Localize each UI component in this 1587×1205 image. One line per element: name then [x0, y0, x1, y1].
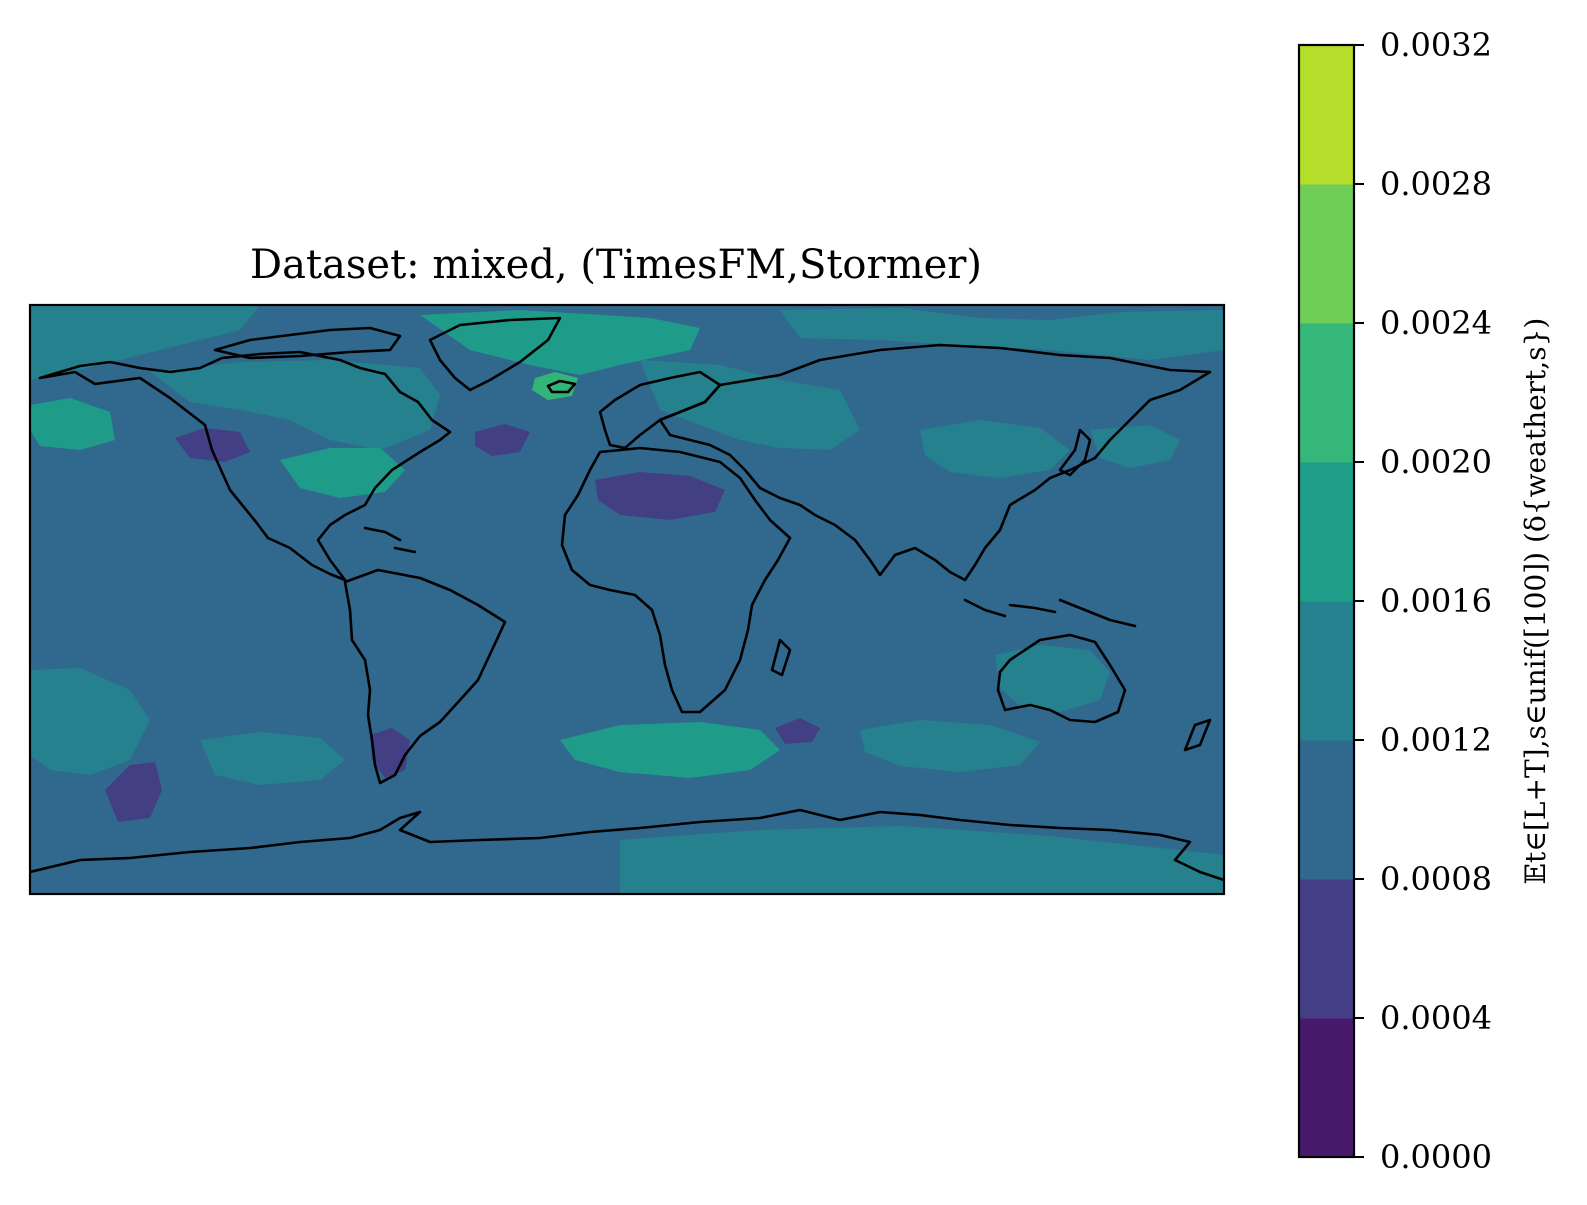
coastline-australia	[996, 633, 1127, 724]
colorbar-tick-label: 0.0020	[1380, 443, 1492, 481]
coastline-iceland	[546, 379, 577, 394]
region-russia-west	[640, 360, 860, 450]
contour-regions	[30, 305, 1224, 894]
colorbar-band	[1299, 323, 1354, 463]
region-central-asia	[920, 420, 1070, 478]
region-indian-ocean-low	[775, 718, 820, 744]
coastline-caribbean	[363, 526, 417, 554]
region-antarctica-east	[620, 826, 1224, 894]
coastline-new-zealand	[1183, 718, 1212, 752]
region-canada-north	[150, 360, 440, 450]
colorbar: 0.0000 0.0004 0.0008 0.0012 0.0016 0.0020 0.00…	[1297, 26, 1552, 1176]
coastline-greenland	[428, 316, 562, 392]
colorbar-tick-label: 0.0004	[1380, 999, 1492, 1037]
chart-title: Dataset: mixed, (TimesFM,Stormer)	[250, 242, 982, 288]
region-greenland-iceland	[420, 310, 700, 375]
coastline-north-america	[38, 350, 452, 582]
colorbar-tick-label: 0.0000	[1380, 1138, 1492, 1176]
colorbar-ticks: 0.0000 0.0004 0.0008 0.0012 0.0016 0.0020 0.00…	[1354, 26, 1492, 1176]
colorbar-band	[1299, 601, 1354, 741]
region-south-pacific-low	[105, 762, 162, 822]
colorbar-tick-label: 0.0024	[1380, 304, 1492, 342]
colorbar-label: 𝔼t∈[L+T],s∈unif([100]) (δ{weathert,s})	[1519, 318, 1552, 885]
colorbar-band	[1299, 1018, 1354, 1158]
region-alaska-bering	[30, 398, 115, 450]
coastline-madagascar	[770, 638, 792, 677]
coastline-maritime-asia	[963, 598, 1137, 628]
colorbar-band	[1299, 462, 1354, 602]
region-australia	[995, 645, 1110, 712]
coastline-arctic-islands	[213, 326, 402, 360]
region-sahara	[595, 472, 725, 520]
colorbar-band	[1299, 879, 1354, 1019]
colorbar-tick-label: 0.0012	[1380, 721, 1492, 759]
region-north-pacific-arctic	[30, 305, 260, 380]
region-south-atlantic	[560, 722, 780, 778]
colorbar-tick-label: 0.0016	[1380, 582, 1492, 620]
region-south-pacific	[200, 732, 345, 785]
colorbar-bands	[1299, 45, 1354, 1158]
colorbar-tick-label: 0.0008	[1380, 860, 1492, 898]
coastline-antarctica	[30, 808, 1224, 882]
coastline-africa	[560, 446, 792, 714]
coastlines	[30, 316, 1224, 882]
map-panel	[28, 303, 1226, 896]
coastline-asia	[658, 343, 1212, 582]
colorbar-tick-label: 0.0028	[1380, 165, 1492, 203]
colorbar-tick-label: 0.0032	[1380, 26, 1492, 64]
region-north-atlantic-low	[475, 424, 530, 456]
map-frame	[28, 303, 1226, 896]
region-southern-ocean-west	[30, 668, 150, 775]
region-siberia	[780, 308, 1224, 360]
colorbar-band	[1299, 45, 1354, 185]
colorbar-band	[1299, 184, 1354, 324]
region-south-indian	[860, 720, 1040, 772]
colorbar-band	[1299, 740, 1354, 880]
region-western-us	[175, 428, 250, 462]
coastline-japan	[1058, 428, 1092, 477]
region-central-us	[280, 448, 405, 498]
coastline-south-america	[343, 568, 507, 785]
